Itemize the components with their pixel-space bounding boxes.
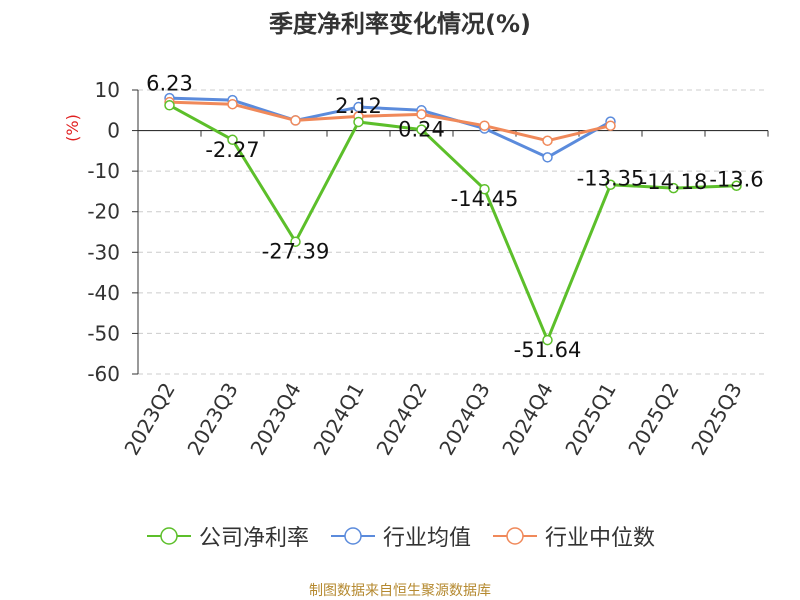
x-tick-label: 2024Q3 <box>434 379 494 460</box>
y-tick-label: -10 <box>87 159 120 183</box>
source-note: 制图数据来自恒生聚源数据库 <box>309 583 491 599</box>
data-point <box>227 134 238 146</box>
data-label: -51.64 <box>514 338 582 362</box>
data-label: -2.27 <box>205 138 259 162</box>
series-line <box>168 103 737 342</box>
x-tick-label: 2025Q1 <box>560 379 620 460</box>
data-label: 6.23 <box>146 71 193 95</box>
y-tick-label: -50 <box>87 321 120 345</box>
x-tick-label: 2023Q4 <box>245 379 305 460</box>
y-tick-label: -40 <box>87 281 120 305</box>
data-point <box>479 183 490 195</box>
y-axis-label: (%) <box>63 114 82 142</box>
data-point <box>668 182 679 194</box>
x-tick-label: 2024Q4 <box>497 379 557 460</box>
legend: 公司净利率 行业均值 行业中位数 <box>0 520 800 552</box>
y-tick-label: -60 <box>87 362 120 386</box>
x-tick-label: 2025Q3 <box>686 379 746 460</box>
data-point <box>605 179 616 190</box>
legend-item: 行业中位数 <box>491 520 655 552</box>
data-point <box>164 100 175 111</box>
data-label: 2.12 <box>335 94 382 118</box>
legend-swatch <box>330 527 375 545</box>
data-point <box>542 334 553 346</box>
legend-label: 行业均值 <box>382 526 471 551</box>
data-point <box>605 120 616 131</box>
chart-title: 季度净利率变化情况(%) <box>269 10 531 38</box>
data-label: -13.35 <box>577 167 645 191</box>
series-line <box>169 96 612 159</box>
x-tick-label: 2025Q2 <box>623 379 683 460</box>
data-point <box>227 98 238 110</box>
legend-item: 行业均值 <box>329 520 471 552</box>
data-point <box>542 135 553 146</box>
legend-item: 公司净利率 <box>145 520 309 552</box>
data-label: 0.24 <box>398 118 445 142</box>
y-tick-label: -20 <box>87 200 120 224</box>
data-label: -27.39 <box>262 240 330 264</box>
data-point <box>353 116 364 128</box>
legend-swatch <box>146 527 191 545</box>
data-point <box>290 236 301 247</box>
x-tick-label: 2023Q2 <box>119 379 179 460</box>
x-tick-label: 2024Q2 <box>371 379 431 460</box>
y-tick-label: 0 <box>107 119 120 143</box>
data-label: -13.6 <box>709 168 763 192</box>
x-tick-label: 2024Q1 <box>308 379 368 460</box>
x-tick-label: 2023Q3 <box>182 379 242 460</box>
data-point <box>290 115 301 126</box>
data-point <box>416 109 427 120</box>
series-line <box>169 100 611 143</box>
data-label: -14.45 <box>451 187 519 211</box>
legend-label: 公司净利率 <box>198 526 309 551</box>
data-point <box>479 120 490 131</box>
legend-label: 行业中位数 <box>545 526 656 551</box>
y-tick-label: 10 <box>95 78 120 102</box>
y-tick-label: -30 <box>87 240 120 264</box>
data-point <box>731 180 742 191</box>
legend-swatch <box>493 527 537 545</box>
data-point <box>542 152 553 163</box>
data-label: -14.18 <box>640 170 708 194</box>
data-point <box>416 124 427 135</box>
